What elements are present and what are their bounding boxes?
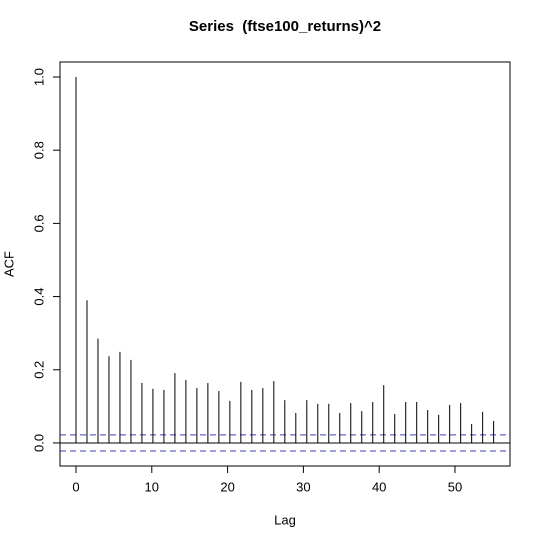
chart-title: Series (ftse100_returns)^2 xyxy=(189,18,381,35)
x-tick-label: 50 xyxy=(448,479,462,494)
x-tick-label: 40 xyxy=(372,479,386,494)
plot-frame xyxy=(59,61,511,467)
y-tick-label: 0.4 xyxy=(31,288,46,306)
y-tick-label: 0.8 xyxy=(31,141,46,159)
x-tick-label: 30 xyxy=(296,479,310,494)
y-axis-label: ACF xyxy=(1,251,16,277)
y-tick-label: 0.0 xyxy=(31,434,46,452)
x-axis-label: Lag xyxy=(274,512,296,527)
x-tick-label: 20 xyxy=(220,479,234,494)
x-tick-label: 10 xyxy=(145,479,159,494)
y-tick-label: 0.6 xyxy=(31,214,46,232)
y-tick-label: 1.0 xyxy=(31,68,46,86)
y-tick-label: 0.2 xyxy=(31,361,46,379)
x-tick-label: 0 xyxy=(72,479,79,494)
